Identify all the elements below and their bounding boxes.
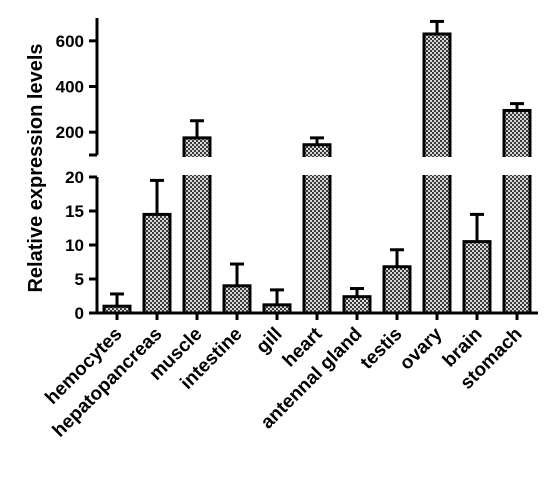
bar-stomach [502,108,532,315]
error-bar-intestine [230,262,244,286]
bar-brain [462,240,492,315]
bar-break-stomach [502,157,532,175]
bar-gill [262,303,292,315]
y-tick-label-lower-20: 20 [65,168,84,187]
bar-testis [382,265,412,315]
error-bar-heart [310,136,324,145]
y-tick-label-lower-10: 10 [65,236,84,255]
error-bar-ovary [430,19,444,34]
bar-hepatopancreas [142,212,172,315]
bar-hemocytes [102,304,132,315]
bar-intestine [222,284,252,315]
labels: 05101520200400600hemocyteshepatopancreas… [41,32,526,442]
x-tick-label-ovary: ovary [396,323,447,374]
y-axis-title: Relative expression levels [25,43,47,292]
bar-break-ovary [422,157,452,175]
error-bar-stomach [510,102,524,111]
y-tick-label-upper-400: 400 [56,78,84,97]
y-tick-label-lower-5: 5 [75,270,84,289]
error-bar-muscle [190,119,204,138]
error-bar-brain [470,212,484,242]
error-bar-testis [390,248,404,267]
error-bar-gill [270,288,284,305]
error-bar-hepatopancreas [150,178,164,215]
y-tick-label-upper-200: 200 [56,123,84,142]
bar-antennal-gland [342,295,372,315]
y-tick-label-upper-600: 600 [56,32,84,51]
y-tick-label-lower-0: 0 [75,304,84,323]
bar-break-muscle [182,157,212,175]
y-tick-label-lower-15: 15 [65,202,84,221]
error-bar-hemocytes [110,292,124,307]
bar-break-heart [302,157,332,175]
error-bar-antennal-gland [350,287,364,297]
bars [102,19,532,315]
x-tick-label-testis: testis [357,324,407,374]
